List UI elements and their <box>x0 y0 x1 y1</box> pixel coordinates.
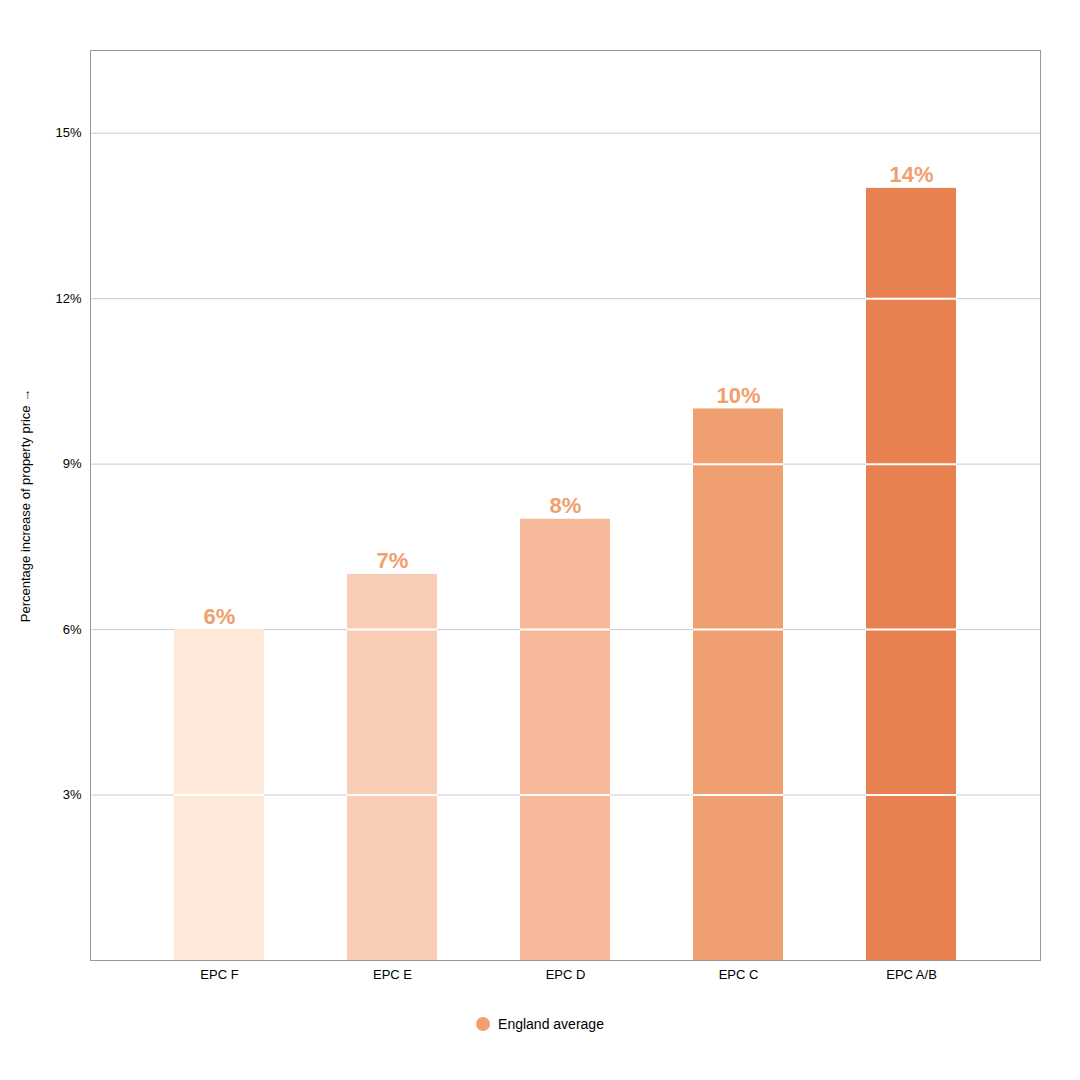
html-text:England average: England average <box>498 1016 604 1032</box>
svg-text:EPC A/B: EPC A/B <box>886 967 937 982</box>
svg-text:EPC D: EPC D <box>546 967 586 982</box>
svg-text:10%: 10% <box>716 383 760 408</box>
svg-text:7%: 7% <box>377 548 409 573</box>
svg-text:8%: 8% <box>550 493 582 518</box>
svg-text:15%: 15% <box>55 125 81 140</box>
svg-text:12%: 12% <box>55 291 81 306</box>
svg-text:9%: 9% <box>63 456 82 471</box>
svg-text:6%: 6% <box>204 604 236 629</box>
svg-text:EPC F: EPC F <box>200 967 238 982</box>
svg-text:3%: 3% <box>63 787 82 802</box>
svg-text:14%: 14% <box>889 162 933 187</box>
svg-text:EPC C: EPC C <box>719 967 759 982</box>
svg-text:Percentage increase of propert: Percentage increase of property price → <box>18 389 33 622</box>
svg-text:6%: 6% <box>63 622 82 637</box>
svg-text:EPC E: EPC E <box>373 967 412 982</box>
